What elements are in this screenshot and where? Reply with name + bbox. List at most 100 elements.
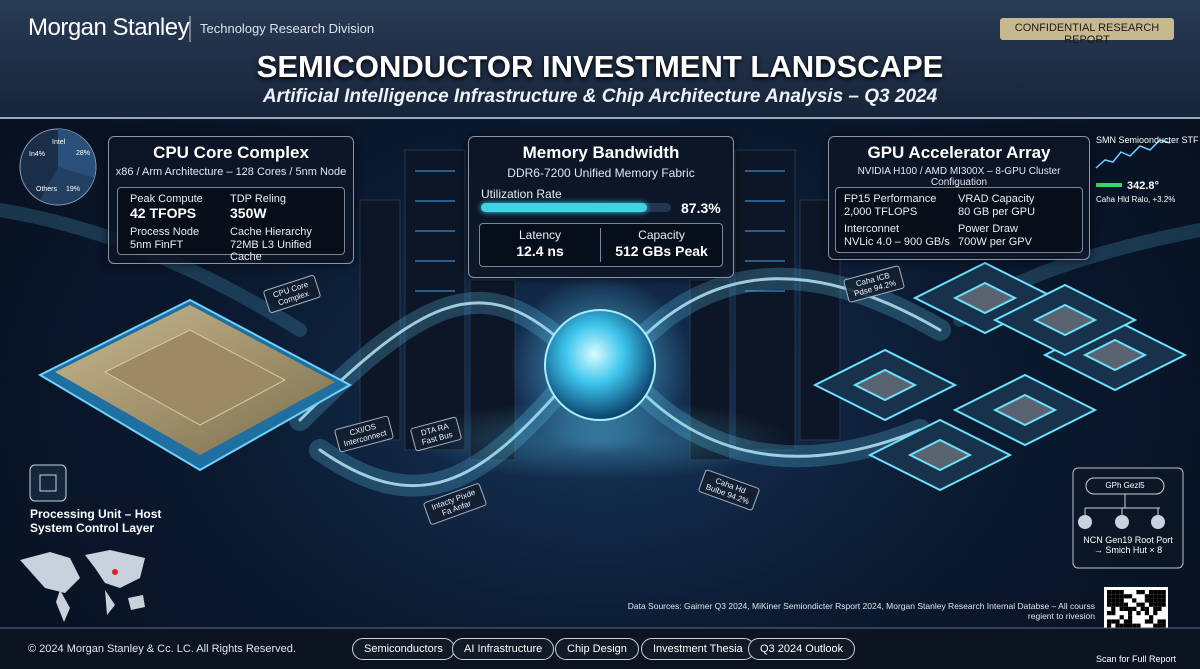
decoration (415, 260, 455, 262)
stat-value: 512 GBs Peak (615, 243, 708, 259)
stats-box: Peak Compute 42 TFOPS TDP Reling 350W Pr… (117, 187, 345, 263)
decoration (1161, 590, 1166, 595)
decoration (1119, 606, 1124, 611)
decoration (1111, 598, 1116, 603)
stat-label: Latency (518, 228, 562, 242)
stat-value: 12.4 ns (516, 243, 564, 259)
decoration (1115, 515, 1129, 529)
decoration (1082, 338, 1148, 372)
stat-label: FP15 Performance (844, 193, 937, 205)
decoration (1115, 623, 1120, 628)
panel-title: GPU Accelerator Array (867, 143, 1051, 162)
index-value: 342.8° (1127, 180, 1159, 192)
decoration (1115, 602, 1120, 607)
gpu-panel: GPU Accelerator Array NVIDIA H100 / AMD … (828, 136, 1090, 260)
pie-label: In4% (29, 151, 45, 158)
decoration (1123, 594, 1128, 599)
decoration (415, 290, 455, 292)
cpu-panel: CPU Core Complex x86 / Arm Architecture … (108, 136, 354, 264)
decoration (1107, 594, 1112, 599)
decoration (1149, 598, 1154, 603)
decoration (415, 200, 455, 202)
decoration (852, 368, 918, 402)
stat-value: NVLic 4.0 – 900 GB/s (844, 236, 950, 248)
decoration (1111, 619, 1116, 624)
decoration (745, 290, 785, 292)
decoration (1153, 594, 1158, 599)
decoration (1157, 590, 1162, 595)
decoration (1123, 623, 1128, 628)
decoration (1123, 602, 1128, 607)
decoration (1153, 602, 1158, 607)
decoration (1144, 594, 1149, 599)
decoration (1111, 594, 1116, 599)
decoration (745, 230, 785, 232)
decoration (1128, 606, 1133, 611)
decoration (1161, 619, 1166, 624)
decoration (1107, 590, 1112, 595)
decoration (1144, 611, 1149, 616)
decoration (1140, 590, 1145, 595)
decoration (1149, 594, 1154, 599)
decoration (1119, 602, 1124, 607)
stat-label: VRAD Capacity (958, 193, 1035, 205)
tag[interactable]: Investment Thesia (641, 638, 755, 660)
decoration (1153, 623, 1158, 628)
decoration (1149, 602, 1154, 607)
pie-label: 28% (76, 150, 91, 157)
decoration (1136, 611, 1141, 616)
decoration (1161, 598, 1166, 603)
decoration (1096, 183, 1122, 187)
stat-value: 80 GB per GPU (958, 206, 1036, 218)
decoration (1132, 598, 1137, 603)
decoration (1072, 467, 1184, 569)
decoration (39, 474, 57, 492)
stat-label: Process Node (130, 226, 200, 238)
qr-caption: Scan for Full Report (1095, 654, 1177, 664)
title: SEMICONDUCTOR INVESTMENT LANDSCAPE (256, 49, 944, 84)
decoration (20, 550, 145, 622)
decoration (1128, 619, 1133, 624)
decoration (1144, 598, 1149, 603)
stat-label: Peak Compute (130, 193, 203, 205)
panel-title: Memory Bandwidth (522, 143, 680, 162)
decoration (1149, 590, 1154, 595)
tag[interactable]: Chip Design (555, 638, 639, 660)
decoration (745, 260, 785, 262)
decoration (1107, 619, 1112, 624)
decoration (1095, 139, 1171, 169)
stats-box: Latency 12.4 ns Capacity 512 GBs Peak (479, 223, 723, 267)
decoration (1107, 602, 1112, 607)
utilization-label: Utilization Rate (481, 187, 562, 201)
tag[interactable]: Semiconductors (352, 638, 455, 660)
decoration (415, 230, 455, 232)
decoration (29, 464, 67, 502)
decoration (1132, 623, 1137, 628)
decoration (1123, 619, 1128, 624)
index-name: SMN Semioonducter STF (1096, 135, 1199, 145)
tag[interactable]: Q3 2024 Outlook (748, 638, 856, 660)
badge: CONFIDENTIAL RESEARCH REPORT (1014, 22, 1160, 46)
decoration (745, 200, 785, 202)
decoration (1149, 615, 1154, 620)
stat-value: 72MB L3 Unified Cache (230, 239, 312, 263)
pie-label: 19% (66, 186, 81, 193)
decoration (1123, 606, 1128, 611)
tag[interactable]: AI Infrastructure (452, 638, 555, 660)
decoration (1149, 619, 1154, 624)
decoration (544, 309, 656, 421)
decoration (1115, 598, 1120, 603)
stat-value: 350W (230, 205, 267, 221)
decoration (1119, 598, 1124, 603)
stat-label: Power Draw (958, 223, 1018, 235)
decoration (1111, 611, 1116, 616)
decoration (1140, 606, 1145, 611)
pie-label: Intel (52, 139, 66, 146)
decoration (1161, 623, 1166, 628)
decoration (1144, 619, 1149, 624)
decoration (1151, 515, 1165, 529)
stat-label: Interconnet (844, 223, 900, 235)
decoration (0, 0, 1200, 118)
decoration (1107, 611, 1112, 616)
decoration (1119, 590, 1124, 595)
